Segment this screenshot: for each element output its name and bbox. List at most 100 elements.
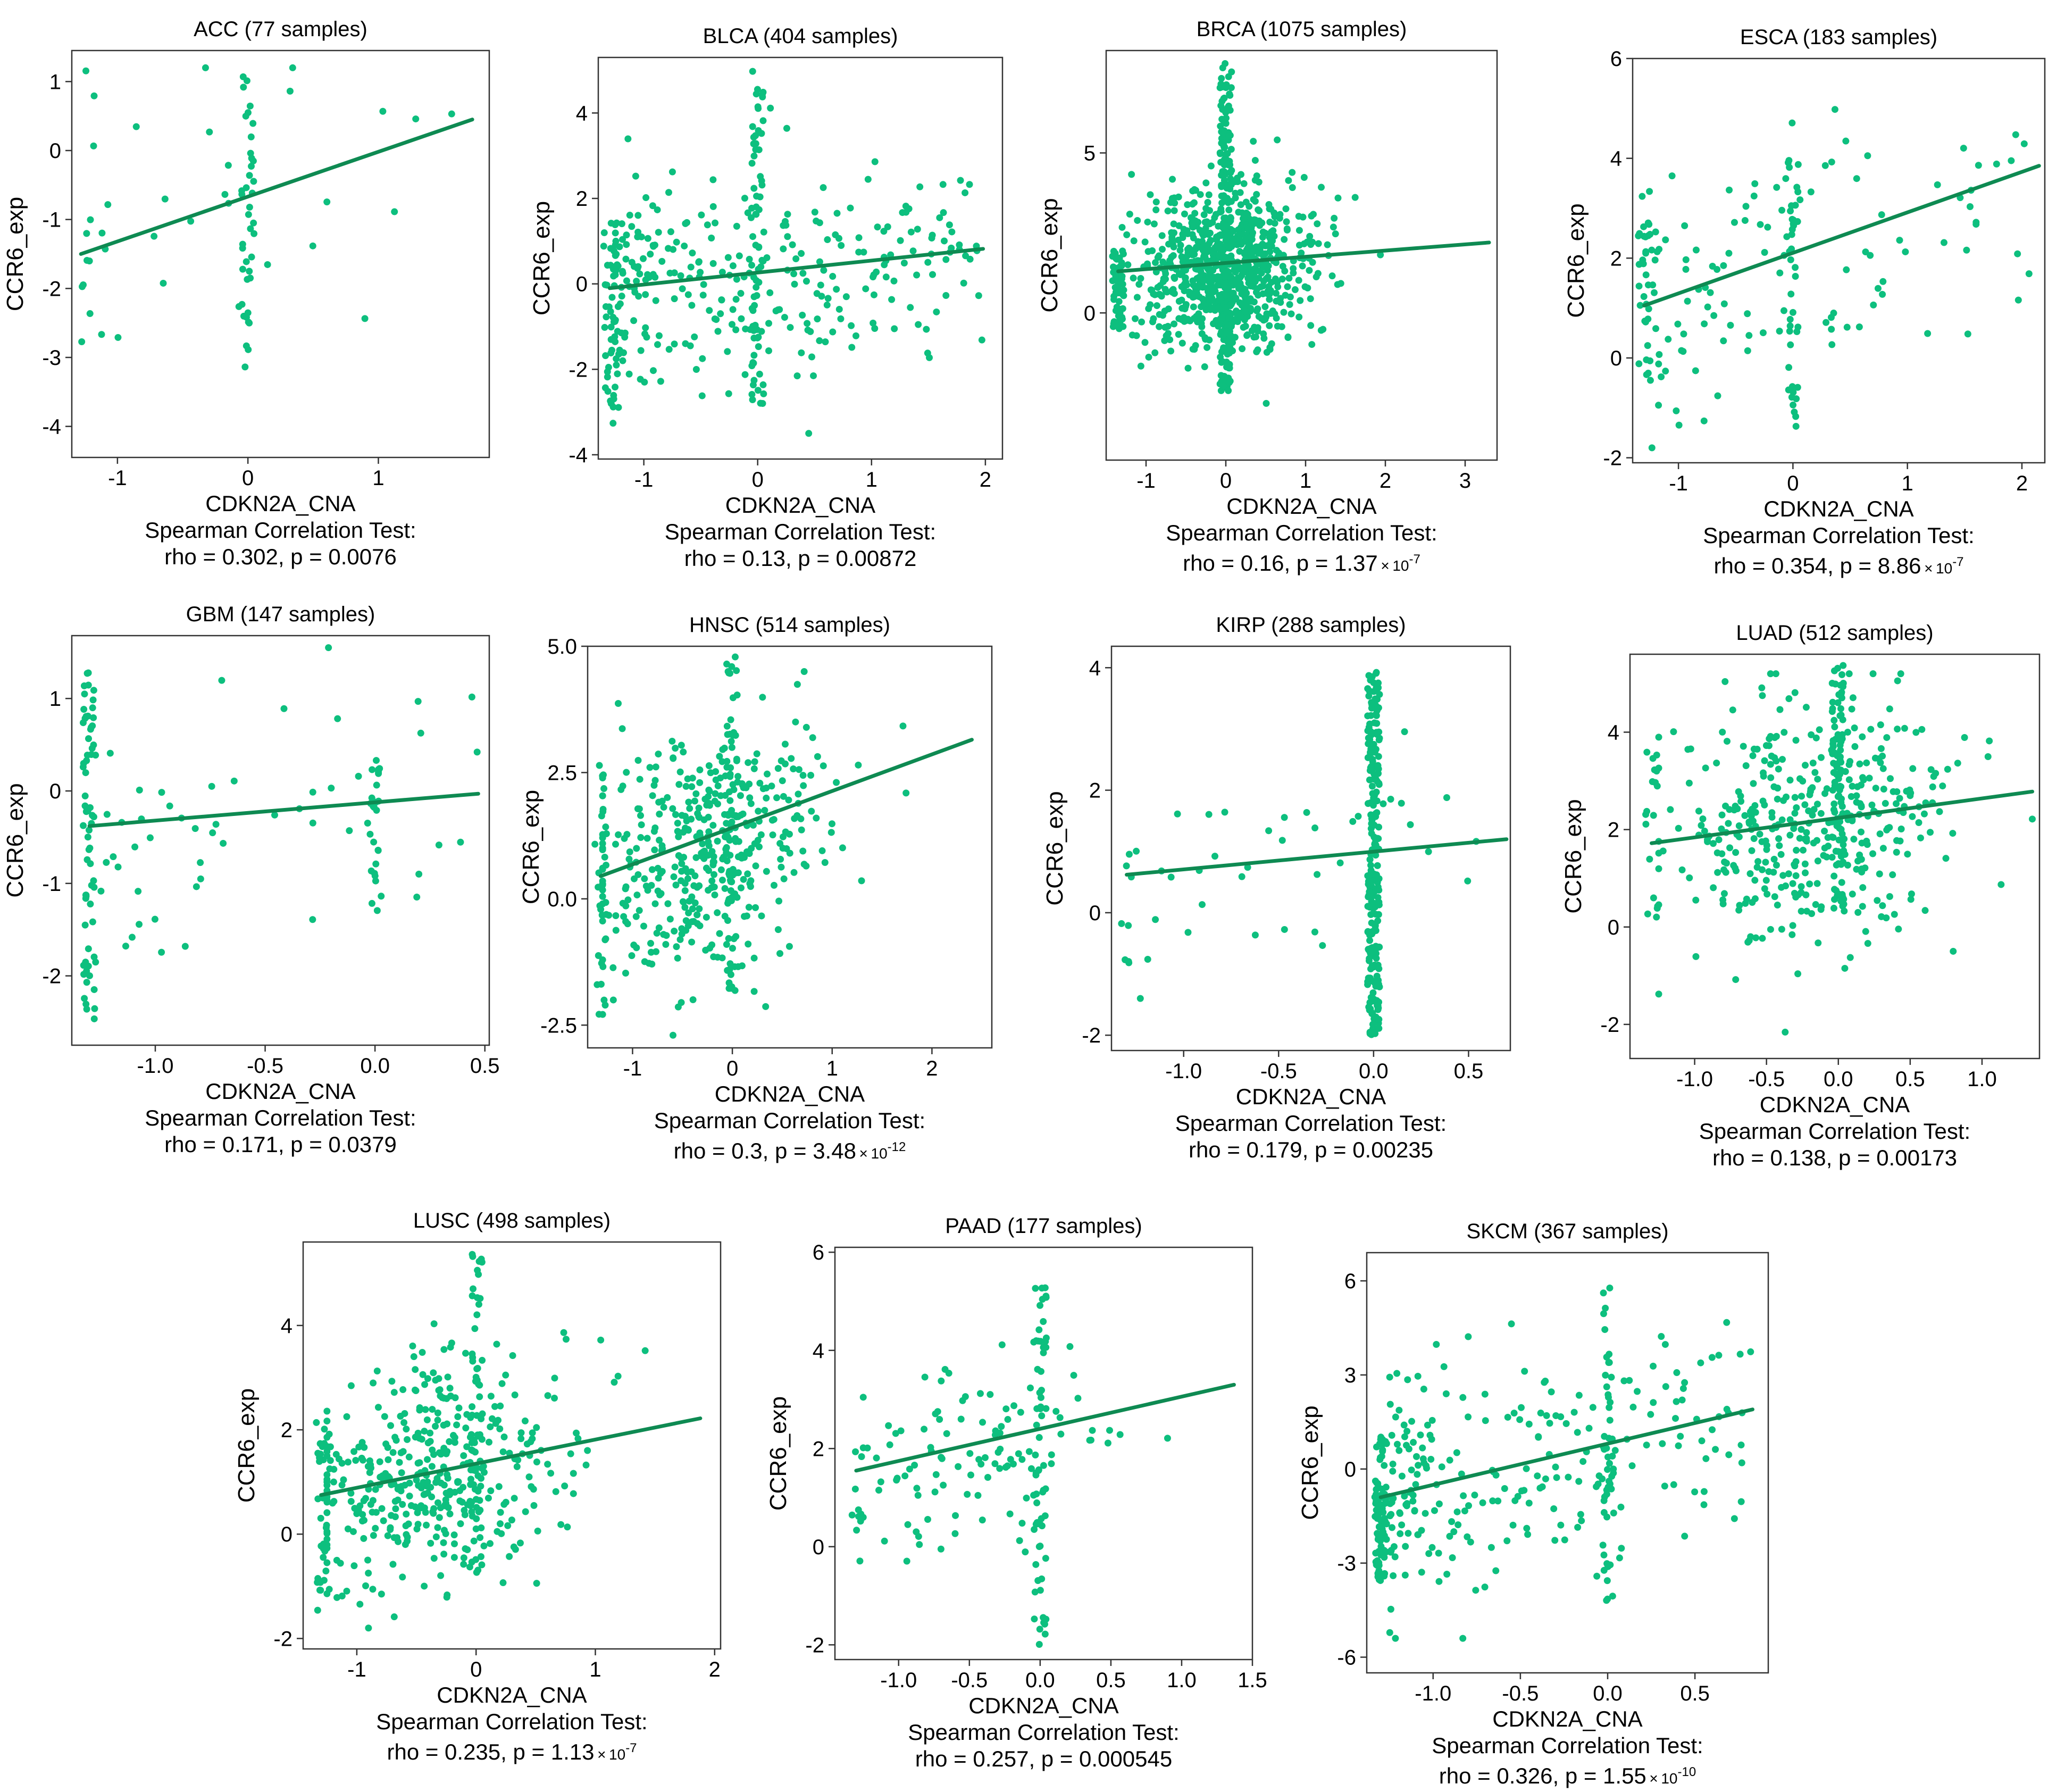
hnsc-data-point: [655, 924, 663, 931]
lusc-data-point: [344, 1525, 352, 1532]
skcm-data-point: [1374, 1562, 1381, 1569]
hnsc-data-point: [800, 861, 808, 868]
blca-data-point: [732, 296, 740, 303]
hnsc-data-point: [705, 838, 712, 846]
paad-data-point: [1016, 1537, 1023, 1544]
hnsc-data-point: [720, 853, 728, 861]
blca-data-point: [637, 376, 644, 383]
gbm-data-point: [218, 677, 225, 684]
luad-data-point: [1771, 734, 1778, 741]
hnsc-data-point: [601, 853, 608, 861]
brca-data-point: [1226, 378, 1234, 385]
brca-data-point: [1226, 132, 1234, 139]
lusc-data-point: [323, 1487, 331, 1494]
kirp-data-point: [1373, 704, 1380, 712]
brca-data-point: [1116, 275, 1123, 282]
hnsc-data-point: [623, 831, 631, 838]
brca-data-point: [1227, 346, 1235, 354]
brca-data-point: [1207, 306, 1214, 313]
luad-data-point: [1886, 705, 1893, 713]
brca-data-point: [1204, 230, 1211, 238]
lusc-data-point: [387, 1422, 395, 1429]
hnsc-data-point: [694, 810, 701, 817]
brca-data-point: [1140, 263, 1148, 271]
blca-data-point: [750, 140, 757, 147]
brca-data-point: [1218, 294, 1225, 302]
luad-data-point: [1828, 679, 1836, 687]
brca-data-point: [1246, 232, 1253, 239]
skcm-data-point: [1514, 1493, 1522, 1500]
esca-y-tick-label: 4: [1610, 147, 1622, 171]
lusc-data-point: [471, 1439, 478, 1446]
brca-data-point: [1199, 295, 1206, 303]
skcm-data-point: [1595, 1472, 1603, 1480]
blca-data-point: [709, 176, 717, 184]
lusc-data-point: [399, 1501, 406, 1508]
lusc-data-point: [323, 1559, 331, 1566]
lusc-data-point: [387, 1526, 394, 1533]
brca-data-point: [1169, 252, 1177, 260]
luad-data-point: [1894, 726, 1901, 733]
skcm-data-point: [1535, 1433, 1542, 1440]
hnsc-data-point: [739, 810, 747, 818]
brca-data-point: [1224, 256, 1231, 264]
luad-data-point: [1810, 806, 1818, 813]
hnsc-data-point: [660, 804, 667, 811]
brca-data-point: [1254, 346, 1261, 354]
hnsc-data-point: [726, 820, 734, 828]
hnsc-data-point: [595, 952, 602, 960]
blca-data-point: [799, 312, 806, 319]
hnsc-data-point: [780, 875, 788, 882]
luad-data-point: [1760, 769, 1767, 777]
luad-data-point: [1883, 734, 1891, 741]
luad-data-point: [1895, 926, 1902, 933]
skcm-data-point: [1626, 1377, 1633, 1384]
skcm-data-point: [1459, 1635, 1467, 1642]
acc-data-point: [286, 87, 294, 95]
lusc-data-point: [450, 1432, 457, 1439]
gbm-data-point: [138, 815, 145, 823]
luad-data-point: [1842, 768, 1849, 775]
hnsc-data-point: [779, 845, 787, 852]
brca-data-point: [1236, 282, 1244, 289]
skcm-data-point: [1561, 1536, 1568, 1544]
hnsc-data-point: [733, 691, 741, 699]
brca-data-point: [1206, 278, 1213, 286]
brca-data-point: [1183, 317, 1190, 324]
lusc-data-point: [406, 1479, 413, 1487]
lusc-data-point: [397, 1449, 405, 1456]
luad-data-point: [1864, 940, 1871, 947]
kirp-data-point: [1373, 707, 1381, 714]
hnsc-data-point: [674, 820, 681, 827]
brca-data-point: [1247, 307, 1254, 315]
acc-data-point: [90, 92, 98, 99]
blca-data-point: [957, 177, 964, 184]
hnsc-data-point: [646, 764, 654, 771]
esca-data-point: [1707, 289, 1714, 296]
hnsc-data-point: [598, 812, 605, 820]
skcm-data-point: [1602, 1304, 1609, 1312]
hnsc-data-point: [813, 814, 820, 822]
luad-data-point: [1731, 806, 1738, 814]
gbm-data-point: [92, 958, 99, 966]
brca-data-point: [1226, 361, 1233, 368]
hnsc-data-point: [697, 832, 704, 839]
blca-data-point: [609, 314, 617, 321]
brca-data-point: [1211, 298, 1219, 306]
brca-data-point: [1197, 191, 1204, 198]
brca-data-point: [1226, 302, 1234, 310]
blca-data-point: [757, 263, 765, 270]
blca-data-point: [753, 284, 760, 291]
kirp-data-point: [1372, 927, 1380, 934]
brca-data-point: [1218, 115, 1226, 123]
esca-rho-value: 0.354: [1771, 553, 1828, 578]
lusc-data-point: [403, 1426, 410, 1433]
kirp-data-point: [1367, 728, 1374, 735]
paad-data-point: [1032, 1520, 1040, 1528]
brca-data-point: [1215, 222, 1222, 230]
acc-data-point: [239, 73, 247, 80]
hnsc-data-point: [648, 881, 655, 889]
brca-data-point: [1221, 158, 1228, 165]
hnsc-data-point: [725, 935, 732, 942]
brca-data-point: [1226, 309, 1233, 316]
